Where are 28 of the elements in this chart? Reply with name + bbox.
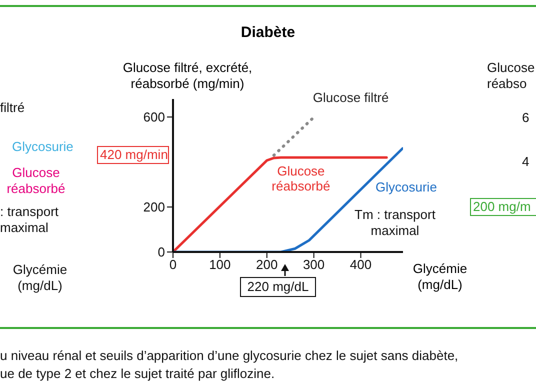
text: 4 (522, 154, 530, 170)
text: : transport maximal (0, 204, 60, 236)
chart-title: Diabète (240, 24, 296, 41)
text: 200 mg/m (470, 198, 536, 216)
x-tick-label: 400 (350, 257, 372, 272)
y-tick-label: 600 (143, 110, 165, 125)
text: ue de type 2 et chez le sujet traité par gliflozine. (0, 366, 276, 382)
text: u niveau rénal et seuils d’apparition d’une glycosurie chez le sujet sans diabète, (0, 348, 460, 364)
text: Glycosurie (12, 139, 74, 154)
annotation: Tm : transport maximal (354, 207, 436, 239)
text: 220 mg/dL (240, 277, 316, 297)
text: Glucose réabsorbé (6, 165, 66, 197)
x-axis-title: Glycémie (mg/dL) (412, 261, 468, 293)
text: Glucose réabso (487, 60, 536, 92)
text: 6 (522, 110, 530, 126)
text: Glycémie (mg/dL) (12, 262, 68, 294)
x-tick-label: 100 (209, 257, 231, 272)
text: filtré (0, 100, 26, 116)
y-axis-title: Glucose filtré, excrété, réabsorbé (mg/min) (122, 60, 254, 92)
y-tick-label: 0 (158, 244, 165, 260)
series-label: Glucose filtré (312, 90, 389, 106)
x-tick-label: 200 (256, 257, 278, 272)
series-label: Glucose réabsorbé (272, 164, 330, 194)
series-label: Glycosurie (376, 180, 437, 194)
x-tick-label: 0 (169, 257, 177, 272)
x-tick-label: 300 (302, 257, 325, 272)
text: 420 mg/min (97, 146, 169, 164)
y-tick-label: 200 (143, 200, 165, 215)
